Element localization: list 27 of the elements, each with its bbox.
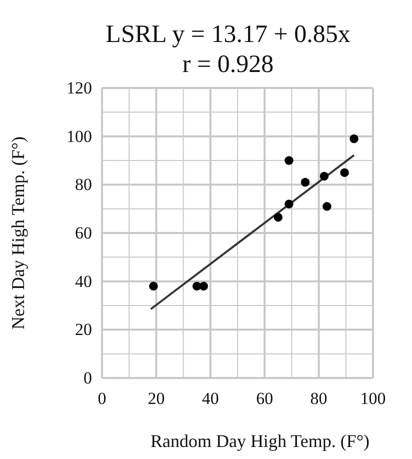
point <box>320 172 329 181</box>
point <box>340 168 349 177</box>
point <box>274 212 283 222</box>
x-tick-label: 100 <box>360 389 386 408</box>
y-axis-title: Next Day High Temp. (F°) <box>8 136 28 330</box>
y-tick-label: 60 <box>75 223 92 242</box>
point <box>350 134 358 144</box>
point <box>322 202 332 211</box>
point <box>284 200 294 208</box>
chart-subtitle: r = 0.928 <box>182 51 274 78</box>
x-tick-label: 80 <box>310 389 328 408</box>
y-tick-label: 120 <box>66 78 92 98</box>
y-tick-label: 80 <box>75 175 92 194</box>
y-tick-label: 40 <box>75 272 92 291</box>
x-tick-label: 40 <box>202 389 219 408</box>
x-tick-label: 20 <box>148 389 165 408</box>
y-tick-label: 0 <box>84 368 92 388</box>
chart-title: LSRL y = 13.17 + 0.85x <box>106 21 351 48</box>
point <box>300 178 310 187</box>
point <box>199 282 208 291</box>
x-tick-label: 0 <box>98 389 106 408</box>
x-tick-label: 60 <box>256 389 274 408</box>
point <box>149 282 158 291</box>
x-axis-title: Random Day High Temp. (F°) <box>150 431 370 451</box>
point <box>284 156 294 165</box>
y-tick-label: 20 <box>75 320 92 340</box>
y-tick-label: 100 <box>66 126 92 146</box>
